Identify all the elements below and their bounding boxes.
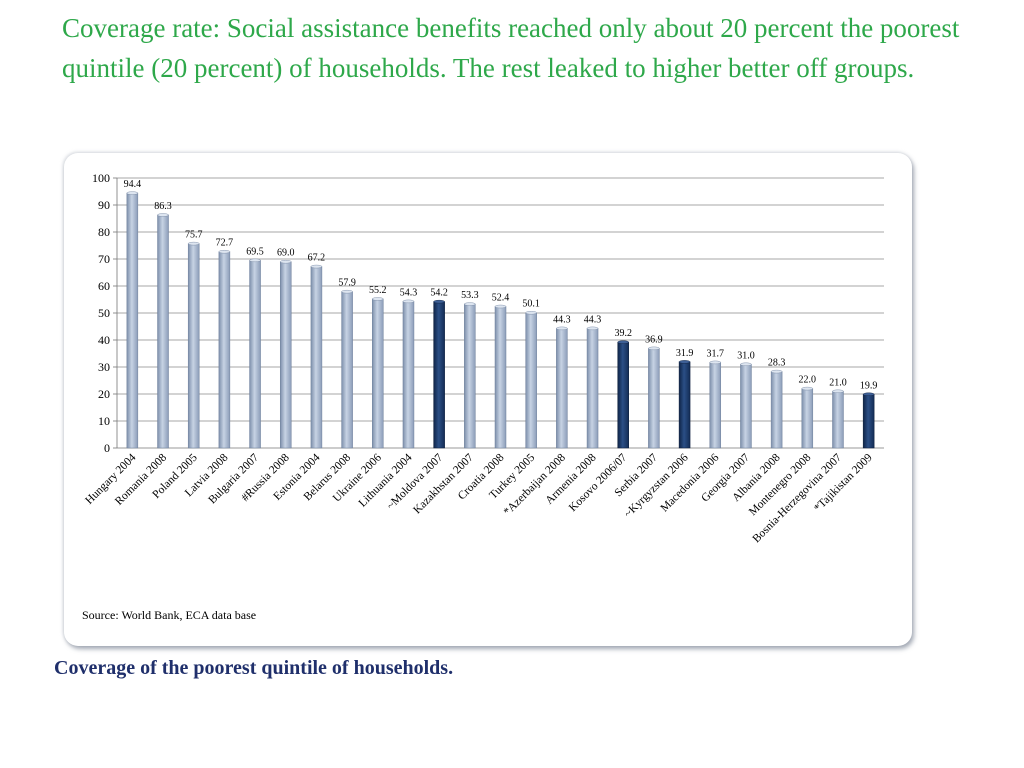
bar-cap	[586, 326, 599, 331]
y-tick-label: 80	[98, 225, 110, 239]
bar	[279, 261, 292, 449]
y-axis: 0 10 20 30 40 50 60 70 80 90 100	[92, 171, 118, 455]
bar	[740, 364, 752, 449]
bar	[525, 312, 537, 449]
bar-cap	[709, 360, 721, 365]
bar-cap	[770, 369, 783, 374]
bar	[218, 251, 231, 449]
bar-cap	[494, 304, 507, 309]
y-tick-label: 10	[98, 414, 110, 428]
bar-chart: 0 10 20 30 40 50 60 70 80 90 100 94.4 86.3 75.7 72.7 6…	[83, 171, 884, 545]
data-label: 31.9	[676, 348, 694, 359]
data-label: 50.1	[522, 299, 540, 310]
bar-cap	[740, 362, 752, 367]
slide-title: Coverage rate: Social assistance benefit…	[62, 13, 960, 83]
bar	[801, 388, 814, 449]
bar-cap	[433, 299, 445, 304]
bar	[586, 328, 599, 449]
bar	[770, 371, 783, 449]
bar	[464, 303, 476, 449]
y-tick-label: 0	[104, 441, 110, 455]
bar	[249, 260, 261, 449]
bar	[157, 214, 169, 449]
bar-cap	[801, 386, 813, 391]
bar-cap	[187, 241, 200, 246]
data-label: 44.3	[553, 314, 571, 325]
bar	[341, 291, 353, 449]
bar-cap	[249, 258, 261, 263]
data-label: 53.3	[461, 290, 479, 301]
bar	[372, 298, 384, 449]
data-label: 39.2	[614, 328, 632, 339]
bar-cap	[280, 259, 292, 264]
data-label: 31.0	[737, 350, 755, 361]
y-tick-label: 30	[98, 360, 110, 374]
data-label: 72.7	[216, 238, 234, 249]
bar	[709, 362, 722, 449]
data-label: 28.3	[768, 358, 786, 369]
data-label: 69.0	[277, 248, 295, 259]
data-label: 67.2	[308, 253, 326, 264]
data-label: 36.9	[645, 334, 663, 345]
bar-cap	[218, 250, 231, 254]
bar	[556, 328, 568, 449]
bars	[126, 191, 875, 449]
bar	[832, 391, 844, 449]
bar	[617, 341, 629, 449]
bar	[494, 306, 507, 449]
x-tick-label: Lithuania 2004	[357, 451, 415, 509]
data-label: 75.7	[185, 230, 203, 241]
chart-caption: Coverage of the poorest quintile of hous…	[54, 657, 454, 679]
bar-cap	[341, 289, 353, 294]
bar	[310, 266, 323, 449]
y-tick-label: 50	[98, 306, 110, 320]
bar-cap	[126, 191, 139, 195]
data-label: 94.4	[124, 179, 142, 190]
data-label: 86.3	[154, 201, 172, 212]
bar-cap	[556, 326, 568, 331]
bar-cap	[617, 340, 629, 344]
bar	[433, 301, 445, 449]
y-tick-label: 20	[98, 387, 110, 401]
data-labels: 94.4 86.3 75.7 72.7 69.5 69.0 67.2 57.9 55.2 54.3…	[124, 179, 878, 391]
bar-cap	[402, 299, 415, 304]
bar-cap	[464, 302, 476, 306]
bar-cap	[372, 297, 384, 301]
y-tick-label: 40	[98, 333, 110, 347]
bar-cap	[310, 264, 323, 269]
data-label: 69.5	[246, 246, 264, 257]
source-note: Source: World Bank, ECA data base	[82, 608, 257, 622]
data-label: 57.9	[338, 278, 356, 289]
bar	[648, 348, 660, 449]
bar	[678, 361, 691, 449]
data-label: 31.7	[707, 348, 725, 359]
data-label: 52.4	[492, 293, 510, 304]
data-label: 54.3	[400, 287, 418, 298]
bar	[126, 192, 139, 449]
bar-cap	[678, 360, 691, 364]
data-label: 19.9	[860, 380, 878, 391]
bar	[862, 394, 875, 449]
data-label: 21.0	[829, 377, 847, 388]
bar	[187, 243, 200, 449]
y-tick-label: 60	[98, 279, 110, 293]
chart-panel: 0 10 20 30 40 50 60 70 80 90 100 94.4 86.3 75.7 72.7 6…	[64, 153, 912, 646]
bar-cap	[525, 311, 537, 315]
bar-cap	[832, 389, 844, 394]
data-label: 44.3	[584, 314, 602, 325]
bar-cap	[157, 213, 169, 217]
y-tick-label: 100	[92, 171, 110, 185]
x-tick-label: *Tajikistan 2009	[812, 451, 875, 514]
bar-cap	[648, 346, 660, 351]
bar-cap	[862, 392, 875, 396]
data-label: 22.0	[799, 375, 817, 386]
data-label: 55.2	[369, 285, 387, 296]
data-label: 54.2	[430, 288, 448, 299]
bar	[402, 301, 415, 449]
y-tick-label: 70	[98, 252, 110, 266]
y-tick-label: 90	[98, 198, 110, 212]
